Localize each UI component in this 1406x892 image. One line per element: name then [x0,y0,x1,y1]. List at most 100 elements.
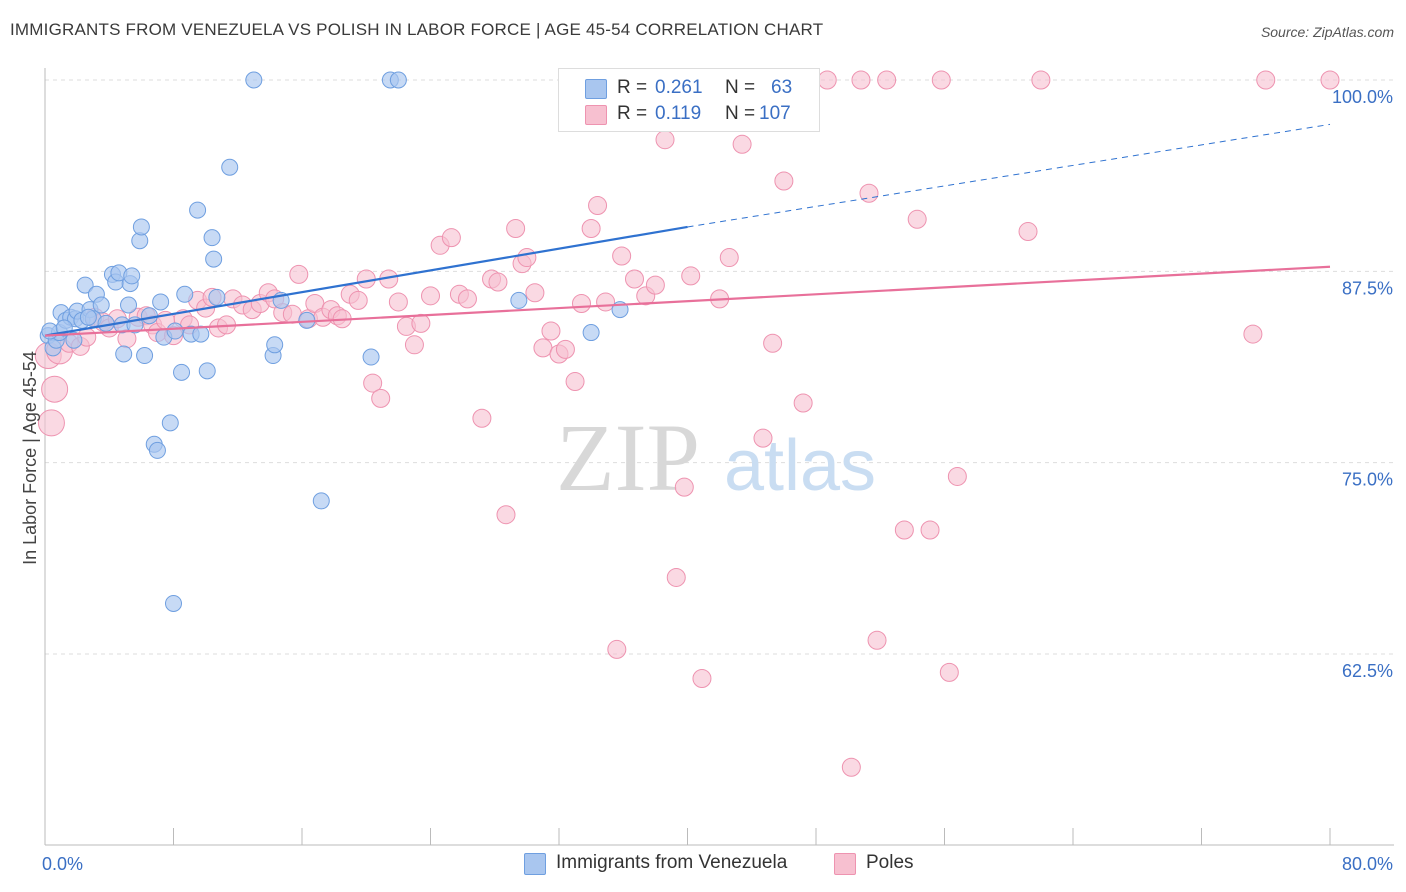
poles-point-92 [851,70,871,90]
poles-point-94 [867,630,887,650]
poles-point-78 [666,567,686,587]
venezuela-point-15 [92,296,110,314]
venezuela-point-38 [176,285,194,303]
poles-point-85 [732,134,752,154]
venezuela-point-36 [166,322,184,340]
poles-point-80 [681,266,701,286]
venezuela-point-31 [148,441,166,459]
poles-point-1 [37,409,65,437]
trend-line-venezuela [44,225,688,337]
x-tick-label-min: 0.0% [42,854,83,874]
venezuela-point-41 [192,325,210,343]
poles-point-61 [517,248,537,268]
poles-point-101 [947,466,967,486]
poles-point-84 [719,248,739,268]
poles-point-104 [1243,324,1263,344]
venezuela-point-44 [205,250,223,268]
x-tick-labels: 0.0% 80.0% [42,854,1393,874]
poles-point-96 [894,520,914,540]
poles-point-105 [1256,70,1276,90]
venezuela-point-22 [120,296,138,314]
poles-point-63 [533,338,553,358]
poles-point-76 [645,275,665,295]
poles-point-50 [421,286,440,306]
poles-point-2 [41,375,69,403]
legend-swatch-pink [585,105,607,125]
source-label: Source: ZipAtlas.com [1260,24,1394,40]
poles-point-90 [817,70,837,90]
poles-point-79 [674,477,694,497]
venezuela-point-29 [140,307,158,325]
poles-point-89 [793,393,813,413]
poles-point-77 [655,130,675,150]
legend-r-value: 0.119 [655,103,702,124]
chart-title: IMMIGRANTS FROM VENEZUELA VS POLISH IN L… [10,20,824,39]
venezuela-point-21 [115,345,133,363]
poles-point-106 [1320,70,1340,90]
poles-point-59 [506,218,526,238]
venezuela-point-46 [221,158,239,176]
venezuela-point-34 [161,414,179,432]
venezuela-point-56 [510,291,528,309]
bottom-legend-swatch-blue [524,853,546,875]
legend: R = 0.261 N = 63 R = 0.119 N = 107 [558,68,820,132]
poles-point-97 [907,209,927,229]
poles-point-33 [289,264,309,284]
poles-point-41 [348,290,368,310]
series-poles-points [34,70,1340,777]
poles-point-93 [859,183,879,203]
venezuela-point-45 [208,288,226,306]
poles-point-86 [753,428,773,448]
poles-point-99 [931,70,951,90]
poles-point-67 [565,372,585,392]
watermark: ZIP atlas [556,404,876,511]
venezuela-point-43 [203,229,221,247]
y-tick-label-0: 62.5% [1342,661,1393,681]
poles-point-72 [607,639,627,659]
venezuela-point-60 [41,322,59,340]
y-axis-label: In Labor Force | Age 45-54 [20,351,40,565]
legend-swatch-blue [585,79,607,99]
venezuela-point-24 [123,267,141,285]
poles-point-100 [939,662,959,682]
venezuela-point-40 [189,201,207,219]
watermark-zip: ZIP [556,404,700,511]
venezuela-point-57 [582,324,600,342]
bottom-legend-swatch-pink [834,853,856,875]
venezuela-point-62 [79,308,97,326]
poles-point-98 [920,520,940,540]
trend-line-venezuela-extrapolated [687,123,1331,228]
poles-point-74 [624,269,644,289]
venezuela-point-28 [136,347,154,365]
venezuela-point-42 [198,362,216,380]
poles-point-88 [774,171,794,191]
poles-point-43 [363,373,383,393]
trend-lines [44,123,1331,337]
poles-point-58 [496,505,516,525]
legend-n-value: 63 [771,77,793,98]
venezuela-point-49 [266,336,284,354]
venezuela-point-7 [65,331,83,349]
venezuela-point-11 [76,276,94,294]
poles-point-73 [612,246,632,266]
watermark-atlas: atlas [724,426,876,506]
axes [44,68,1394,846]
poles-point-70 [588,196,608,216]
poles-point-44 [371,388,391,408]
series-venezuela-points [39,71,640,612]
bottom-legend-label-poles: Poles [866,852,914,873]
y-tick-label-1: 75.0% [1342,470,1393,490]
poles-point-57 [488,272,508,292]
poles-point-91 [841,757,861,777]
poles-point-69 [581,218,601,238]
poles-point-55 [472,408,492,428]
poles-point-95 [877,70,897,90]
poles-point-42 [356,269,376,289]
y-tick-labels: 62.5% 75.0% 87.5% 100.0% [1332,87,1393,681]
y-tick-label-3: 100.0% [1332,87,1393,107]
poles-point-54 [457,289,477,309]
venezuela-point-27 [132,218,150,236]
poles-point-64 [541,321,561,341]
poles-point-62 [525,283,545,303]
